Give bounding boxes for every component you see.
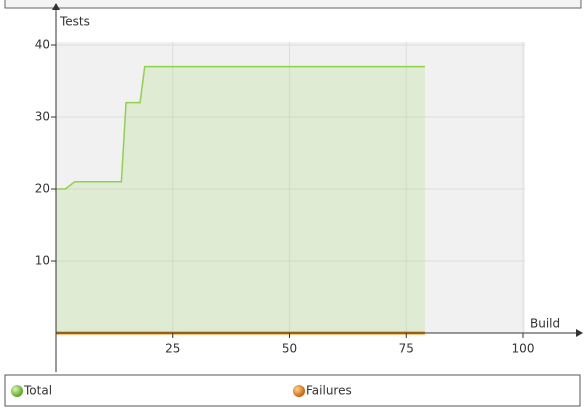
legend (4, 374, 581, 407)
x-tick-label: 75 (399, 342, 414, 356)
x-axis-label: Build (530, 317, 560, 331)
title-bar (4, 0, 582, 9)
area (56, 66, 425, 333)
y-tick-label: 40 (35, 38, 50, 52)
x-axis-arrow (576, 329, 583, 337)
plot-background (56, 42, 525, 333)
y-tick-label: 10 (35, 254, 50, 268)
line (56, 65, 425, 190)
x-tick-label: 50 (282, 342, 297, 356)
legend-label: Total (23, 384, 52, 398)
x-tick-label: 25 (165, 342, 180, 356)
legend-marker (293, 385, 305, 397)
y-tick-label: 20 (35, 182, 50, 196)
y-tick-label: 30 (35, 110, 50, 124)
y-axis-label: Tests (59, 15, 90, 29)
legend-label: Failures (306, 384, 352, 398)
x-tick-label: 100 (512, 342, 535, 356)
y-axis-arrow (52, 3, 60, 10)
legend-marker (11, 385, 23, 397)
